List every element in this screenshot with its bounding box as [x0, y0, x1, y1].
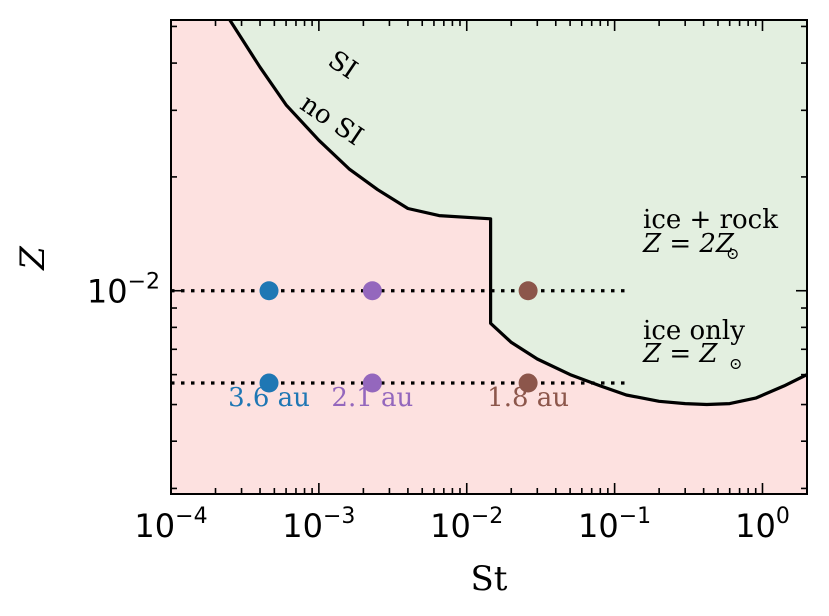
x-tick-label-exponent: −4 — [175, 504, 207, 529]
plot-area — [171, 20, 807, 494]
x-axis-label: St — [471, 559, 508, 599]
distance-label-1: 2.1 au — [331, 383, 413, 413]
series-label-ice-only-z: Z = Z — [642, 339, 718, 369]
distance-label-2: 1.8 au — [487, 383, 569, 413]
x-tick-label: 10−4 — [134, 504, 207, 545]
x-tick-label-exponent: 0 — [776, 504, 790, 529]
series-label-ice-rock-z: Z = 2Z — [642, 229, 735, 259]
x-tick-label-base: 10 — [430, 507, 471, 545]
x-tick-label-base: 10 — [735, 507, 776, 545]
data-point-1-2 — [518, 373, 538, 393]
sun-symbol-icon: ⊙ — [726, 244, 739, 263]
x-tick-label: 10−1 — [578, 504, 651, 545]
x-tick-label-base: 10 — [578, 507, 619, 545]
y-tick-label-base: 10 — [87, 273, 128, 311]
x-tick-label: 10−2 — [430, 504, 503, 545]
series-label-ice-rock-name: ice + rock — [643, 205, 778, 235]
series-label-ice-only: ice only Z = Z ⊙ — [642, 316, 745, 373]
data-point-0-1 — [362, 281, 382, 301]
x-tick-label-exponent: −3 — [323, 504, 355, 529]
distance-label-0: 3.6 au — [228, 383, 310, 413]
data-point-0-2 — [518, 281, 538, 301]
stability-boundary-line — [228, 20, 807, 407]
data-point-1-1 — [362, 373, 382, 393]
y-tick-label-exponent: −2 — [128, 270, 160, 295]
data-point-1-0 — [259, 373, 279, 393]
y-tick-label: 10−2 — [87, 270, 160, 311]
x-tick-label-exponent: −2 — [471, 504, 503, 529]
x-tick-label-exponent: −1 — [619, 504, 651, 529]
series-label-ice-only-name: ice only — [643, 316, 745, 346]
series-label-ice-rock: ice + rock Z = 2Z ⊙ — [642, 205, 778, 263]
data-point-0-0 — [259, 281, 279, 301]
x-tick-label: 10−3 — [282, 504, 355, 545]
y-axis-label: Z — [13, 245, 53, 271]
axes-frame — [170, 19, 808, 495]
region-si — [229, 20, 807, 405]
series-layer — [171, 281, 627, 393]
x-tick-label-base: 10 — [282, 507, 323, 545]
x-tick-label-base: 10 — [134, 507, 175, 545]
sun-symbol-icon: ⊙ — [729, 354, 742, 373]
x-tick-label: 100 — [735, 504, 790, 545]
annotation-layer: 3.6 au 2.1 au 1.8 au — [228, 383, 569, 413]
